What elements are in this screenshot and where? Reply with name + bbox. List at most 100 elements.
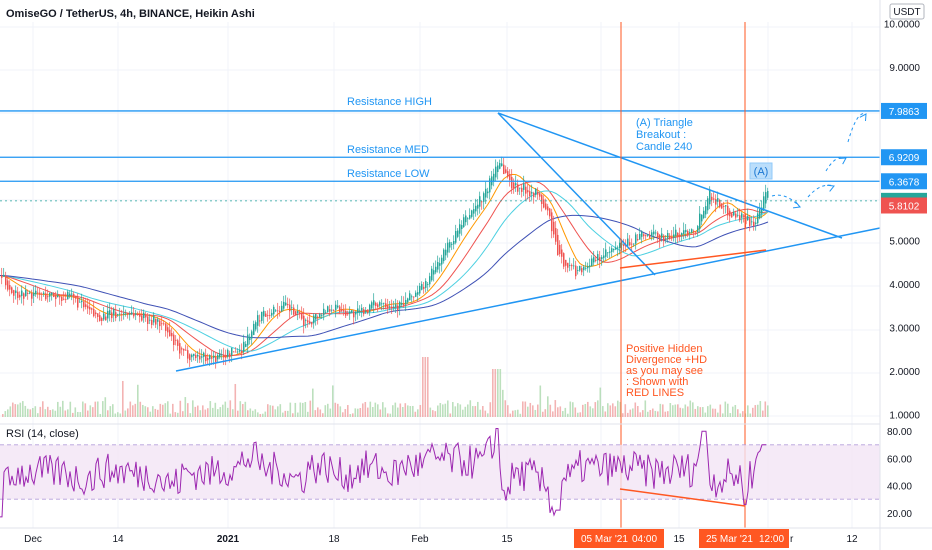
candle-body [715,199,717,205]
candle-body [709,189,711,205]
candle-body [511,176,513,189]
candle-body [589,265,591,268]
candle-body [727,205,729,216]
rsi-tick-label: 40.00 [887,482,912,493]
volume-bar [392,405,394,417]
candle-body [167,327,169,333]
candle-body [647,234,649,236]
volume-bar [57,401,59,417]
volume-bar [279,404,282,417]
time-tick-label: r [790,534,794,545]
candle-body [369,304,371,313]
volume-bar [462,409,464,417]
candle-body [567,262,569,268]
candle-body [563,253,565,267]
triangle-note-line2: Breakout : [636,129,686,141]
volume-bar [2,413,4,417]
volume-bar [47,406,49,417]
candle-body [419,285,421,294]
volume-bar [424,357,427,417]
volume-bar [717,412,719,417]
volume-bar [307,411,309,417]
volume-bar [157,409,159,417]
volume-bar [659,403,662,417]
volume-bar [677,404,679,417]
time-tick-label: 12 [846,534,858,545]
volume-bar [624,404,627,417]
volume-bar [654,410,657,417]
candle-body [641,231,643,237]
candle-body [403,303,405,306]
volume-bar [592,408,594,417]
volume-bar [219,407,222,417]
candle-body [233,351,235,353]
volume-bar [632,408,634,417]
volume-bar [142,404,144,417]
candle-body [353,311,355,318]
candle-body [375,302,377,306]
candle-body [333,310,335,311]
candle-body [273,306,275,315]
currency-box[interactable] [889,3,925,20]
volume-bar [239,401,242,417]
volume-bar [657,411,659,417]
divergence-note-line: Positive Hidden [626,343,702,355]
support-trendline [175,227,881,372]
candle-body [621,243,623,246]
volume-bar [174,412,177,417]
volume-bar [577,412,579,417]
date-badge [574,529,664,548]
candle-body [457,230,459,237]
candle-body [133,313,135,317]
candle-body [33,292,35,296]
candle-body [367,311,369,313]
volume-bar [107,410,109,417]
candle-body [391,306,393,308]
candle-body [81,300,83,303]
price-tick-label: 3.0000 [889,324,920,335]
volume-bar [369,401,372,417]
candle-body [265,313,267,317]
candle-body [269,315,271,317]
volume-bar [192,400,194,417]
candle-body [297,311,299,314]
volume-bar [252,410,254,417]
candle-body [63,298,65,300]
volume-bar [67,409,69,417]
candle-body [305,319,307,321]
volume-bar [614,406,617,417]
volume-bar [269,405,272,417]
volume-bar [572,402,574,417]
candle-body [263,310,265,317]
candle-body [485,188,487,198]
volume-bar [492,369,494,417]
volume-bar [62,400,64,417]
volume-bar [129,401,132,417]
candle-body [75,295,77,299]
candle-body [701,214,703,222]
volume-bar [339,406,342,417]
price-tick-label: 10.0000 [884,19,921,30]
candle-body [725,205,727,207]
candle-body [555,228,557,242]
candle-body [195,354,197,359]
candle-body [585,267,587,269]
candle-body [475,205,477,212]
volume-bar [734,405,737,417]
candle-body [67,291,69,300]
volume-bar [244,401,247,417]
candle-body [17,291,19,298]
candle-body [423,286,425,289]
price-tick-label: 4.0000 [889,280,920,291]
volume-bar [374,402,377,417]
volume-bar [349,413,352,417]
volume-bar [72,412,74,417]
volume-bar [522,401,524,417]
volume-bar [434,411,437,417]
candle-body [357,308,359,314]
candle-body [397,305,399,310]
candle-body [583,266,585,271]
candle-body [157,319,159,322]
volume-bar [504,400,507,417]
